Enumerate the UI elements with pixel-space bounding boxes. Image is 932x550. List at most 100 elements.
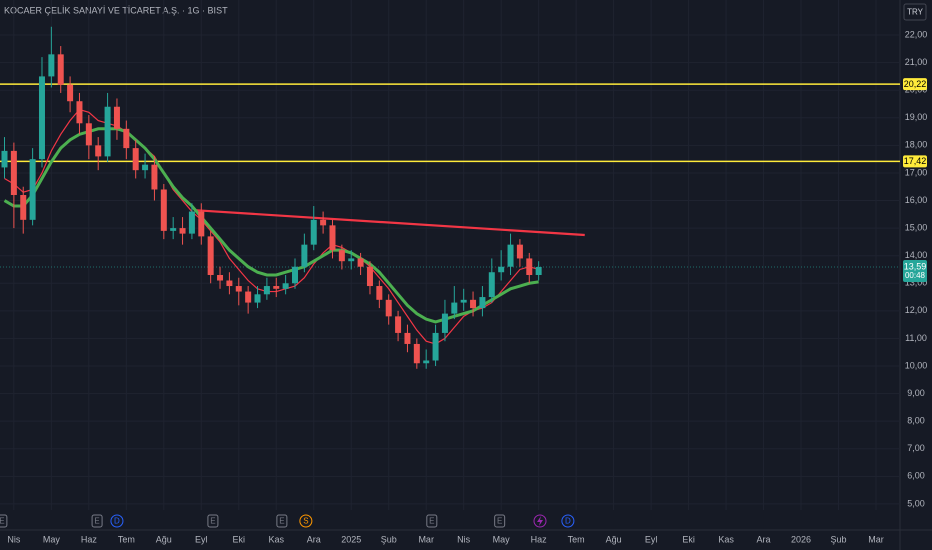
candle-body (376, 286, 383, 300)
currency[interactable]: TRY (907, 8, 924, 17)
candle-body (320, 219, 327, 226)
candle-body (423, 360, 430, 364)
moving-average (4, 108, 539, 345)
candle-body (217, 274, 224, 281)
event-marker[interactable] (91, 514, 103, 528)
x-tick-label: Eki (233, 534, 246, 544)
x-tick-label: Ara (757, 534, 771, 544)
candle-body (432, 332, 439, 361)
candle-body (1, 150, 8, 168)
candle-body (20, 195, 27, 220)
event-label[interactable]: E (279, 517, 284, 526)
candle-body (470, 299, 477, 309)
x-tick-label: May (493, 534, 511, 544)
event-marker[interactable] (299, 514, 313, 528)
price-label-box (903, 78, 927, 91)
candle-body (535, 266, 542, 275)
candle-body (413, 343, 420, 364)
y-tick-label: 17,00 (905, 167, 928, 177)
candle-body (113, 106, 120, 129)
candle-body (48, 54, 55, 77)
event-marker[interactable] (561, 514, 575, 528)
candle-body (282, 283, 289, 289)
y-tick-label: 6,00 (907, 471, 925, 481)
candle-body (348, 258, 355, 262)
candle-body (123, 128, 130, 149)
y-tick-label: 15,00 (905, 222, 928, 232)
x-tick-label: Mar (418, 534, 434, 544)
candle-body (179, 228, 186, 234)
event-label[interactable]: E (0, 517, 5, 526)
candle-body (188, 211, 195, 234)
y-tick-label: 16,00 (905, 195, 928, 205)
candle-body (207, 236, 214, 275)
x-tick-label: Şub (831, 534, 847, 544)
grid (0, 0, 900, 510)
candle-body (366, 266, 373, 287)
candle-body (85, 123, 92, 146)
price-label: 17,42 (904, 156, 927, 166)
countdown: 00:48 (905, 271, 926, 280)
candle-body (104, 106, 111, 157)
candle-body (357, 258, 364, 267)
event-marker[interactable] (207, 514, 219, 528)
y-tick-label: 11,00 (905, 333, 927, 343)
candle-body (29, 159, 36, 220)
candle-body (329, 225, 336, 251)
y-tick-label: 22,00 (905, 29, 928, 39)
last-price-label: 13,59 (904, 261, 927, 271)
event-label[interactable]: D (114, 517, 120, 526)
candle-body (235, 286, 242, 292)
candle-body (226, 280, 233, 287)
event-marker[interactable] (0, 514, 8, 528)
x-tick-label: Kas (718, 534, 734, 544)
candle-body (254, 294, 261, 303)
x-tick-label: Haz (531, 534, 548, 544)
candle-body (516, 244, 523, 259)
candle-body (310, 219, 317, 245)
y-tick-label: 21,00 (905, 57, 928, 67)
candle-body (273, 286, 280, 289)
event-label[interactable]: E (497, 517, 502, 526)
chart-title: KOCAER ÇELİK SANAYİ VE TİCARET A.Ş. · 1G… (4, 5, 228, 15)
event-circle[interactable] (533, 514, 547, 528)
y-tick-label: 19,00 (905, 112, 928, 122)
candle-body (263, 286, 270, 295)
candle-body (301, 244, 308, 267)
event-label[interactable]: E (429, 517, 434, 526)
event-marker[interactable] (494, 514, 506, 528)
x-tick-label: Eyl (195, 534, 208, 544)
candle-body (245, 291, 252, 303)
candle-body (395, 316, 402, 333)
candle-body (488, 272, 495, 298)
x-tick-label: Haz (81, 534, 98, 544)
price-label: 20,22 (904, 79, 927, 89)
event-icon[interactable] (533, 514, 547, 528)
candle-body (526, 258, 533, 275)
x-tick-label: Şub (381, 534, 397, 544)
currency-box[interactable] (903, 3, 927, 21)
candle-body (441, 313, 448, 333)
event-label[interactable]: E (94, 517, 99, 526)
candle-body (142, 164, 149, 171)
event-label[interactable]: S (303, 517, 308, 526)
event-marker[interactable] (426, 514, 438, 528)
candle-body (160, 189, 167, 231)
x-tick-label: Ara (307, 534, 321, 544)
y-tick-label: 5,00 (907, 498, 925, 508)
y-tick-label: 14,00 (905, 250, 928, 260)
x-tick-label: 2025 (341, 534, 361, 544)
x-tick-label: Kas (269, 534, 285, 544)
event-marker[interactable] (110, 514, 124, 528)
event-label[interactable]: E (210, 517, 215, 526)
x-tick-label: Nis (457, 534, 470, 544)
candle-body (38, 76, 45, 160)
candle-body (498, 266, 505, 273)
x-tick-label: Eki (682, 534, 695, 544)
event-marker[interactable] (276, 514, 288, 528)
candle-body (198, 211, 205, 237)
event-label[interactable]: D (565, 517, 571, 526)
